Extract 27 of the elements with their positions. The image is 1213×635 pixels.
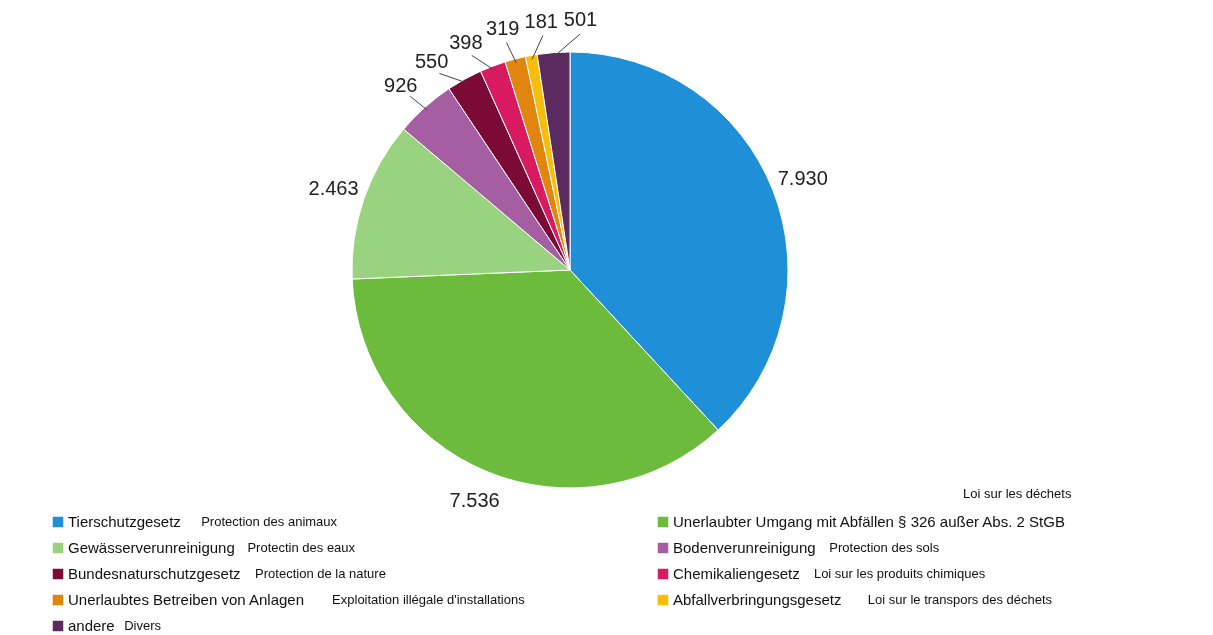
text: Exploitation illégale d'installations [332,592,526,607]
legend-label: andere [68,617,115,634]
text: Protection de la nature [255,566,386,581]
data-label: 926 [384,73,418,96]
data-label: 501 [563,8,598,31]
text: Loi sur le transpors des déchets [867,592,1053,607]
legend-label: Gewässerverunreinigung [68,539,235,556]
text: Protection des sols [829,540,940,555]
legend-label: Unerlaubter Umgang mit Abfällen § 326 außer Abs. 2 StGB [673,513,1065,530]
legend-label: Chemikaliengesetz [673,565,800,582]
text: Loi sur les produits chimiques [813,566,986,581]
data-label: 7.930 [777,166,828,189]
legend-label: Unerlaubtes Betreiben von Anlagen [68,591,305,608]
data-label: 319 [486,17,520,40]
legend-label: Tierschutzgesetz [68,513,181,530]
legend-label: Bundesnaturschutzgesetz [68,565,241,582]
legend-label: Bodenverunreinigung [673,539,816,556]
text: Loi sur les déchets [963,486,1072,501]
text: Divers [124,618,162,633]
data-label: 550 [414,49,449,72]
text: Protection des animaux [201,514,338,529]
data-label: 7.536 [449,489,500,512]
text: Protectin des eaux [247,540,356,555]
legend-label: Abfallverbringungsgesetz [673,591,842,608]
data-label: 181 [524,9,558,32]
data-label: 2.463 [308,176,359,199]
data-label: 398 [449,30,483,53]
